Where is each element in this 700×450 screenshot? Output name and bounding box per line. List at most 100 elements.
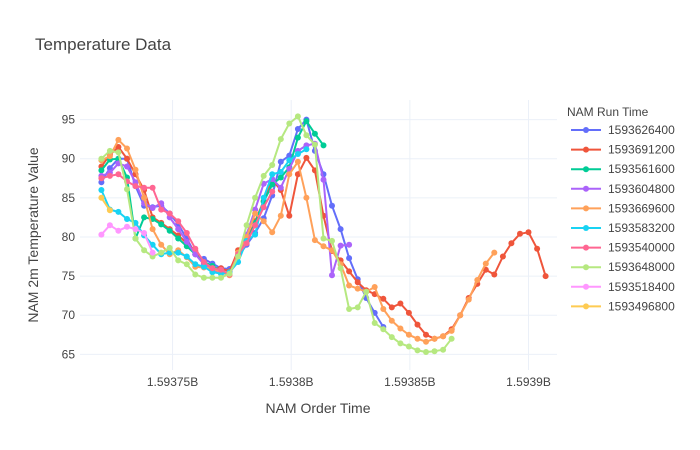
data-point[interactable]: [269, 171, 276, 178]
data-point[interactable]: [440, 346, 447, 353]
data-point[interactable]: [286, 120, 293, 127]
legend-item[interactable]: 1593669600: [571, 201, 675, 215]
data-point[interactable]: [440, 333, 447, 340]
data-point[interactable]: [346, 306, 353, 312]
data-point[interactable]: [329, 272, 335, 279]
data-point[interactable]: [405, 343, 412, 350]
data-point[interactable]: [474, 277, 481, 283]
data-point[interactable]: [294, 134, 301, 141]
data-point[interactable]: [405, 309, 412, 316]
data-point[interactable]: [158, 206, 165, 213]
legend-item[interactable]: 1593648000: [571, 260, 675, 274]
data-point[interactable]: [132, 183, 139, 190]
data-point[interactable]: [380, 326, 387, 333]
data-point[interactable]: [431, 335, 438, 342]
data-point[interactable]: [414, 321, 421, 328]
data-point[interactable]: [363, 288, 370, 295]
data-point[interactable]: [346, 268, 353, 275]
data-point[interactable]: [200, 274, 207, 281]
data-point[interactable]: [269, 162, 276, 168]
data-point[interactable]: [354, 279, 361, 286]
data-point[interactable]: [115, 149, 122, 156]
data-point[interactable]: [218, 266, 224, 273]
data-point[interactable]: [311, 141, 318, 148]
data-point[interactable]: [320, 176, 327, 183]
data-point[interactable]: [115, 208, 122, 215]
data-point[interactable]: [98, 231, 105, 238]
data-point[interactable]: [423, 331, 429, 338]
data-point[interactable]: [346, 241, 353, 248]
data-point[interactable]: [269, 229, 276, 236]
data-point[interactable]: [303, 118, 310, 125]
data-point[interactable]: [277, 158, 284, 165]
data-point[interactable]: [200, 259, 207, 265]
data-point[interactable]: [124, 163, 130, 170]
data-point[interactable]: [397, 325, 404, 332]
data-point[interactable]: [320, 142, 327, 149]
data-point[interactable]: [371, 284, 378, 290]
data-point[interactable]: [235, 253, 242, 260]
data-point[interactable]: [209, 265, 216, 272]
data-point[interactable]: [149, 205, 156, 211]
data-point[interactable]: [294, 171, 301, 178]
data-point[interactable]: [175, 235, 182, 242]
data-point[interactable]: [448, 327, 455, 334]
data-point[interactable]: [354, 304, 361, 311]
data-point[interactable]: [354, 285, 361, 292]
data-point[interactable]: [226, 270, 233, 277]
data-point[interactable]: [397, 300, 404, 307]
data-point[interactable]: [106, 153, 113, 160]
data-point[interactable]: [337, 242, 344, 249]
data-point[interactable]: [346, 255, 353, 262]
data-point[interactable]: [286, 212, 293, 219]
data-point[interactable]: [124, 155, 130, 162]
data-point[interactable]: [166, 227, 173, 234]
data-point[interactable]: [294, 126, 301, 132]
data-point[interactable]: [414, 347, 421, 354]
data-point[interactable]: [124, 216, 130, 222]
data-point[interactable]: [294, 113, 301, 120]
data-point[interactable]: [166, 244, 173, 251]
data-point[interactable]: [98, 155, 105, 162]
data-point[interactable]: [329, 237, 335, 244]
data-point[interactable]: [260, 172, 267, 179]
data-point[interactable]: [517, 230, 523, 237]
data-point[interactable]: [141, 247, 148, 254]
data-point[interactable]: [303, 146, 310, 153]
data-point[interactable]: [175, 226, 182, 233]
data-point[interactable]: [243, 222, 250, 229]
data-point[interactable]: [149, 249, 156, 256]
legend-item[interactable]: 1593604800: [571, 182, 675, 196]
data-point[interactable]: [243, 240, 250, 247]
data-point[interactable]: [98, 194, 105, 201]
data-point[interactable]: [192, 245, 199, 252]
legend-item[interactable]: 1593540000: [571, 241, 675, 255]
data-point[interactable]: [141, 230, 148, 236]
data-point[interactable]: [141, 214, 148, 221]
data-point[interactable]: [209, 274, 216, 281]
data-point[interactable]: [286, 152, 293, 159]
data-point[interactable]: [149, 226, 156, 233]
data-point[interactable]: [329, 202, 335, 209]
data-point[interactable]: [303, 154, 310, 161]
data-point[interactable]: [397, 340, 404, 347]
data-point[interactable]: [457, 312, 464, 319]
data-point[interactable]: [277, 184, 284, 191]
data-point[interactable]: [158, 249, 165, 256]
data-point[interactable]: [303, 132, 310, 139]
data-point[interactable]: [380, 306, 387, 312]
data-point[interactable]: [106, 147, 113, 154]
data-point[interactable]: [277, 212, 284, 219]
data-point[interactable]: [303, 194, 310, 201]
data-point[interactable]: [508, 240, 515, 247]
data-point[interactable]: [115, 227, 122, 234]
data-point[interactable]: [491, 271, 498, 278]
data-point[interactable]: [414, 335, 421, 342]
data-point[interactable]: [499, 253, 506, 260]
data-point[interactable]: [200, 263, 207, 270]
data-point[interactable]: [115, 136, 122, 143]
data-point[interactable]: [115, 171, 122, 178]
data-point[interactable]: [277, 174, 284, 181]
data-point[interactable]: [124, 145, 130, 152]
data-point[interactable]: [192, 271, 199, 278]
